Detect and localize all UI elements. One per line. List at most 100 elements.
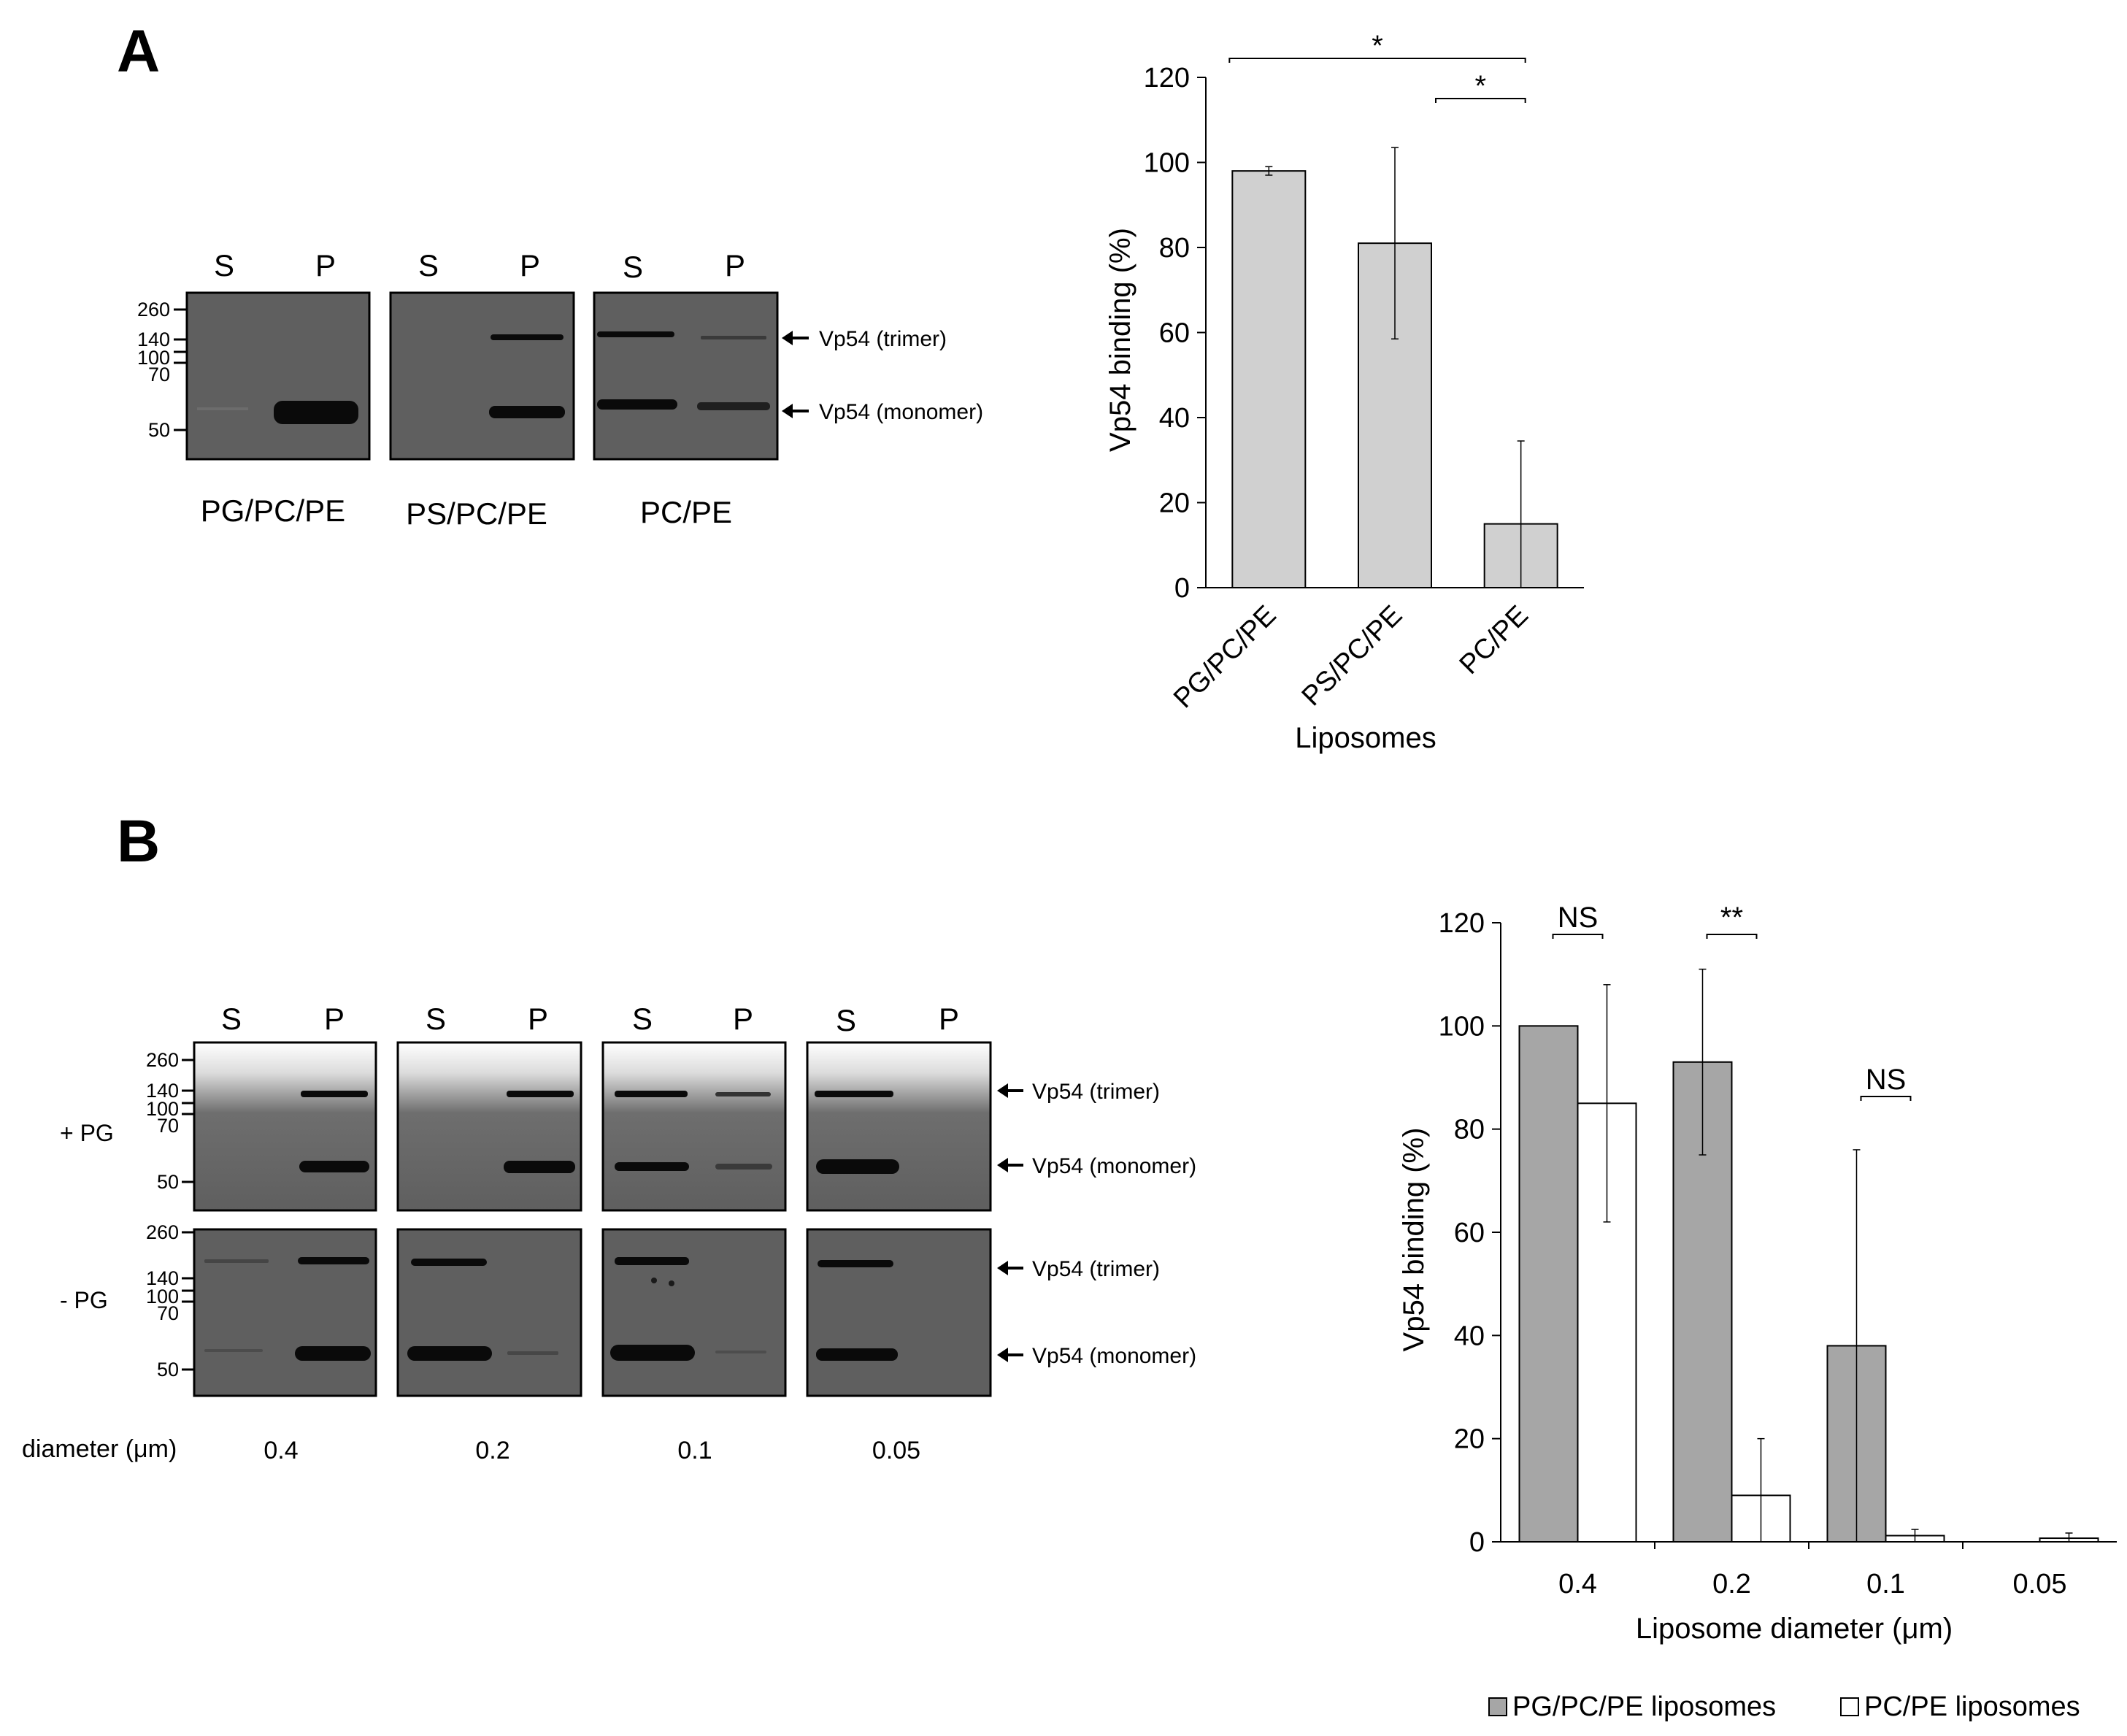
mw-markers-b-bottom: 260 140 100 70 50 — [146, 1221, 194, 1380]
band — [507, 1351, 558, 1355]
mw-marker: 140 — [137, 329, 170, 350]
lane-label: P — [939, 1002, 959, 1036]
x-axis-label: Liposomes — [1295, 722, 1436, 754]
lane-label: S — [836, 1003, 856, 1037]
band — [299, 1161, 369, 1172]
arrow-icon — [997, 1348, 1023, 1362]
arrow-label-trimer: Vp54 (trimer) — [819, 327, 947, 351]
mw-marker: 100 — [137, 347, 170, 369]
y-tick-label: 20 — [1159, 488, 1190, 519]
arrow-label-trimer: Vp54 (trimer) — [1032, 1080, 1160, 1104]
blot-a: S P S P S P 260 140 100 70 50 — [137, 248, 983, 531]
arrow-icon — [997, 1261, 1023, 1275]
band — [504, 1161, 575, 1173]
significance-label: NS — [1558, 902, 1599, 934]
lane-label: P — [520, 248, 540, 283]
arrow-label-monomer: Vp54 (monomer) — [819, 400, 983, 424]
gel-panel — [396, 1228, 582, 1397]
y-tick-label: 40 — [1454, 1321, 1485, 1351]
diameter-value: 0.2 — [475, 1437, 509, 1464]
legend-label: PG/PC/PE liposomes — [1512, 1691, 1776, 1722]
mw-marker: 70 — [157, 1115, 179, 1137]
lane-label: P — [725, 248, 745, 283]
band — [507, 1091, 574, 1097]
significance-label: * — [1372, 30, 1383, 62]
diameter-value: 0.1 — [677, 1437, 712, 1464]
mw-marker: 70 — [148, 364, 170, 385]
significance-bracket — [1552, 934, 1604, 939]
y-axis-label: Vp54 binding (%) — [1398, 1128, 1430, 1352]
diameter-value: 0.05 — [872, 1437, 920, 1464]
y-tick-label: 100 — [1144, 148, 1190, 179]
y-tick-label: 20 — [1454, 1424, 1485, 1455]
mw-marker: 50 — [157, 1359, 179, 1380]
band — [615, 1257, 689, 1265]
y-axis-label: Vp54 binding (%) — [1104, 228, 1136, 452]
panel-label-b: B — [117, 808, 160, 875]
x-axis-label: Liposome diameter (μm) — [1636, 1613, 1953, 1645]
mw-markers-a: 260 140 100 70 50 — [137, 299, 187, 441]
band — [816, 1348, 898, 1361]
mw-marker: 100 — [146, 1098, 179, 1120]
band — [615, 1162, 689, 1171]
lane-label: S — [214, 248, 234, 283]
gel-panel — [601, 1041, 787, 1212]
mw-markers-b-top: 260 140 100 70 50 — [146, 1049, 194, 1193]
band — [298, 1257, 369, 1264]
y-tick-label: 120 — [1144, 63, 1190, 93]
mw-marker: 100 — [146, 1286, 179, 1307]
lane-label: S — [418, 248, 439, 283]
y-tick-label: 60 — [1159, 318, 1190, 349]
gel-panel — [193, 1041, 377, 1212]
band — [715, 1092, 771, 1096]
mw-marker: 140 — [146, 1267, 179, 1289]
blot-panel-name: PS/PC/PE — [406, 496, 547, 531]
arrow-label-trimer: Vp54 (trimer) — [1032, 1257, 1160, 1281]
arrow-label-monomer: Vp54 (monomer) — [1032, 1344, 1196, 1368]
arrow-icon — [997, 1158, 1023, 1172]
band — [295, 1346, 371, 1361]
y-tick-label: 40 — [1159, 403, 1190, 434]
significance-bracket — [1228, 58, 1526, 63]
band — [407, 1346, 492, 1361]
x-tick-label: PS/PC/PE — [1296, 600, 1409, 713]
gel-panel — [806, 1228, 992, 1397]
band — [816, 1159, 899, 1174]
band — [815, 1091, 893, 1097]
x-tick-label: PC/PE — [1454, 600, 1534, 680]
mw-marker: 50 — [148, 419, 170, 441]
x-tick-label: PG/PC/PE — [1168, 600, 1282, 715]
x-tick-label: 0.2 — [1712, 1569, 1751, 1599]
mw-marker: 140 — [146, 1080, 179, 1102]
lane-label: S — [221, 1002, 242, 1036]
arrow-label-monomer: Vp54 (monomer) — [1032, 1154, 1196, 1178]
blot-panel-name: PG/PC/PE — [201, 493, 345, 528]
y-tick-label: 0 — [1174, 573, 1190, 604]
mw-marker: 260 — [137, 299, 170, 320]
diameter-value: 0.4 — [264, 1437, 298, 1464]
significance-bracket — [1435, 98, 1526, 103]
lane-label: S — [623, 250, 643, 284]
bar — [1518, 1025, 1579, 1543]
row-label-plus-pg: + PG — [60, 1120, 114, 1146]
lane-label: P — [315, 248, 336, 283]
x-tick-label: 0.1 — [1866, 1569, 1905, 1599]
y-tick-label: 80 — [1159, 233, 1190, 264]
band — [818, 1260, 893, 1267]
band — [715, 1164, 772, 1170]
band — [715, 1351, 766, 1353]
band — [610, 1345, 695, 1361]
band — [697, 402, 770, 410]
band — [204, 1349, 263, 1352]
band — [701, 336, 766, 339]
band — [615, 1091, 688, 1097]
blot-panel-name: PC/PE — [640, 495, 732, 529]
panel-label-a: A — [117, 18, 160, 85]
y-tick-label: 0 — [1469, 1527, 1485, 1558]
gel-panel — [396, 1041, 582, 1212]
mw-marker: 70 — [157, 1302, 179, 1324]
lane-label: S — [632, 1002, 653, 1036]
gel-panel — [601, 1228, 787, 1397]
mw-marker: 50 — [157, 1171, 179, 1193]
y-tick-label: 120 — [1439, 908, 1485, 939]
